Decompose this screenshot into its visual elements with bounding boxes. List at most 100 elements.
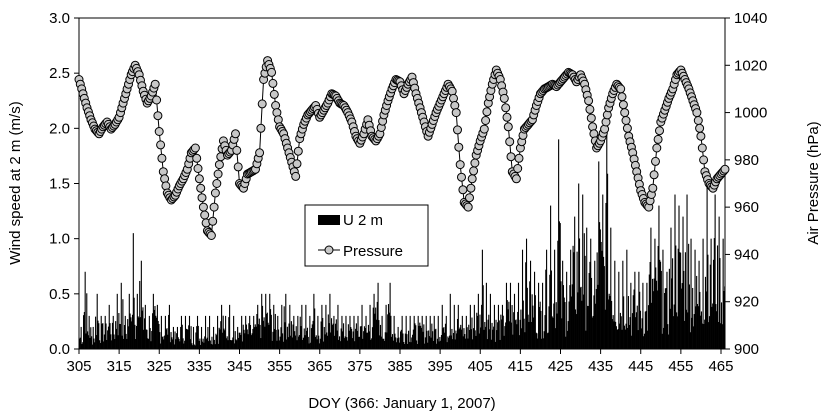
wind-bar (672, 316, 674, 349)
wind-bar (521, 249, 524, 349)
wind-bar (685, 309, 687, 349)
wind-bar (315, 335, 317, 349)
wind-bar (635, 312, 638, 349)
wind-bar (631, 313, 634, 349)
x-tick-label: 445 (628, 358, 653, 375)
wind-bar (585, 330, 587, 349)
wind-bar (258, 318, 260, 349)
wind-bar (235, 339, 237, 349)
wind-bar (125, 333, 127, 349)
wind-bar (209, 340, 211, 349)
wind-bar (209, 315, 211, 349)
wind-bar (233, 315, 235, 349)
wind-bar (305, 304, 307, 349)
y-left-tick-label: 1.5 (49, 176, 70, 193)
wind-bar (433, 315, 435, 349)
wind-bar (213, 339, 215, 349)
wind-bar (517, 282, 520, 349)
wind-bar (432, 331, 434, 349)
wind-bar (200, 344, 202, 349)
wind-speed-bars (79, 128, 726, 349)
wind-bar (619, 323, 621, 349)
wind-bar (604, 309, 606, 349)
wind-bar (344, 336, 346, 349)
wind-bar (574, 216, 576, 349)
wind-bar (248, 323, 250, 349)
wind-bar (651, 278, 654, 349)
wind-bar (673, 304, 675, 349)
wind-bar (345, 315, 347, 349)
wind-bar (436, 338, 439, 349)
wind-bar (361, 304, 363, 349)
wind-bar (262, 320, 264, 349)
wind-bar (508, 301, 510, 349)
wind-bar (171, 337, 173, 349)
wind-bar (207, 327, 209, 349)
wind-bar (408, 330, 410, 349)
wind-bar (319, 338, 321, 349)
wind-bar (257, 324, 260, 349)
wind-bar (228, 317, 230, 349)
wind-bar (135, 339, 137, 349)
pressure-point (268, 78, 278, 88)
wind-bar (245, 315, 247, 349)
wind-bar (294, 335, 296, 349)
wind-bar (201, 341, 203, 349)
wind-bar (339, 341, 341, 349)
wind-bar (347, 340, 349, 349)
wind-bar (589, 261, 591, 349)
wind-bar (534, 295, 536, 349)
wind-bar (382, 338, 384, 349)
wind-bar (469, 330, 471, 349)
wind-bar (141, 310, 143, 349)
wind-bar (316, 339, 318, 349)
wind-bar (468, 324, 470, 349)
y-left-tick-label: 3.0 (49, 10, 70, 27)
wind-bar (407, 343, 409, 349)
wind-bar (383, 338, 385, 349)
x-tick-label: 395 (428, 358, 453, 375)
wind-bar (273, 304, 275, 349)
wind-bar (485, 326, 487, 349)
wind-bar (568, 301, 570, 349)
pressure-point (720, 164, 730, 174)
wind-bar (599, 222, 601, 349)
wind-bar (392, 340, 394, 349)
wind-bar (274, 328, 276, 349)
wind-bar (132, 233, 134, 349)
wind-bar (482, 285, 484, 349)
wind-bar (696, 275, 698, 349)
wind-bar (572, 245, 574, 349)
wind-bar (375, 307, 377, 349)
wind-bar (456, 318, 459, 349)
wind-bar (578, 238, 581, 349)
wind-bar (219, 329, 221, 349)
pressure-point (696, 131, 706, 141)
wind-bar (415, 325, 417, 349)
wind-bar (683, 270, 685, 349)
wind-bar (312, 320, 314, 349)
wind-bar (389, 282, 391, 349)
wind-bar (527, 314, 529, 349)
wind-bar (269, 293, 271, 349)
wind-bar (538, 306, 540, 349)
wind-bar (314, 336, 317, 349)
wind-bar (176, 326, 179, 349)
wind-bar (157, 320, 159, 349)
wind-bar (80, 326, 82, 349)
wind-bar (245, 324, 248, 349)
wind-bar (602, 194, 604, 349)
pressure-point (469, 166, 479, 176)
wind-bar (470, 329, 472, 349)
wind-bar (104, 315, 106, 349)
wind-bar (420, 327, 422, 349)
wind-bar (261, 293, 263, 349)
wind-bar (94, 342, 96, 349)
wind-bar (101, 323, 103, 349)
wind-bar (541, 338, 543, 349)
pressure-point (652, 143, 662, 153)
wind-bar (584, 255, 586, 349)
wind-bar (89, 337, 91, 349)
wind-bar (237, 326, 239, 349)
wind-bar (122, 299, 124, 349)
